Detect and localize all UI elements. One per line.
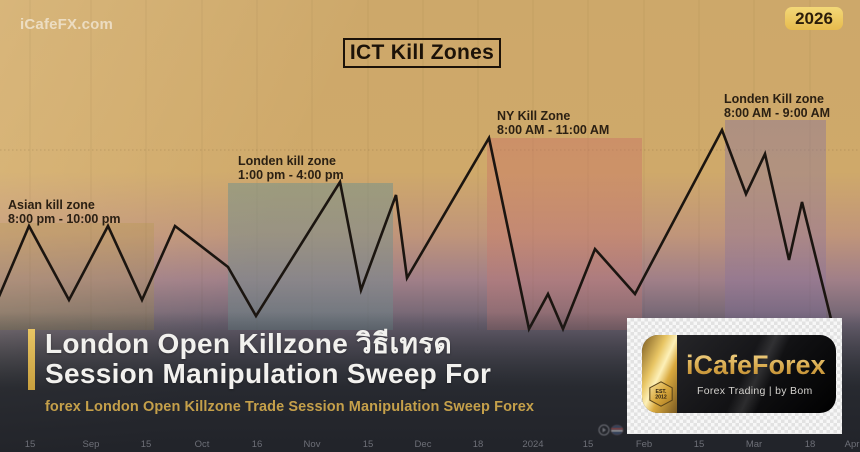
svg-text:EST.: EST. bbox=[656, 389, 668, 395]
svg-text:2012: 2012 bbox=[655, 395, 667, 401]
